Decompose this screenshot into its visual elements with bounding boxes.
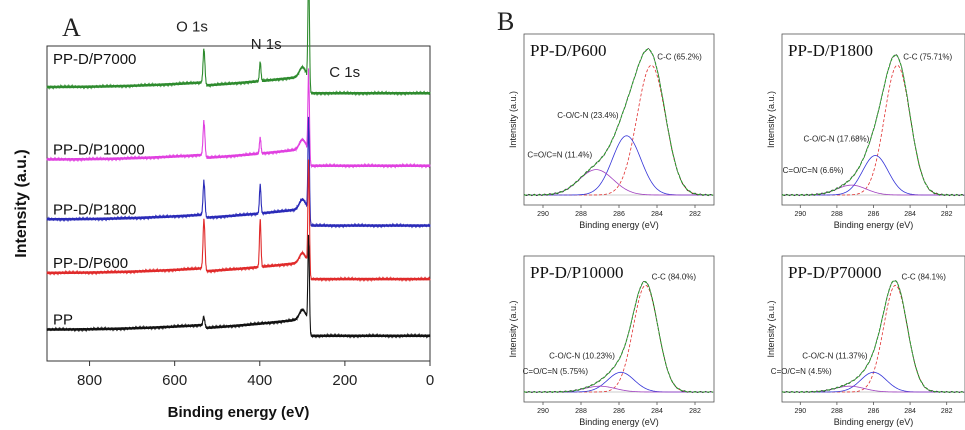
survey-label-pp: PP [53,312,73,329]
survey-label-pp-d-p1800: PP-D/P1800 [53,201,136,218]
c1s-x-tick-label-286: 286 [868,211,880,218]
c1s-x-axis-title: Binding energy (eV) [579,220,659,230]
c1s-chart-pp-d-p1800: PP-D/P1800 290 288 286 284 282 Binding energy … [766,33,965,230]
c1s-envelope-line [524,280,714,393]
c1s-component-c-o-c-n-11-4 [524,169,714,196]
c1s-label-c-o-c-n-4-5: C=O/C=N (4.5%) [771,367,832,376]
c1s-x-tick-label-284: 284 [651,211,663,218]
c1s-x-axis-title: Binding energy (eV) [834,417,914,427]
c1s-y-axis-title: Intensity (a.u.) [508,300,518,357]
c1s-y-axis-title: Intensity (a.u.) [766,300,776,357]
c1s-label-c-o-c-n-17-68: C-O/C-N (17.68%) [804,135,870,144]
c1s-label-c-o-c-n-5-75: C=O/C=N (5.75%) [523,367,589,376]
c1s-label-c-c-65-2: C-C (65.2%) [657,52,702,61]
survey-x-tick-label-200: 200 [332,372,357,389]
survey-line-pp-d-p7000 [46,0,431,97]
survey-line-pp-d-p10000 [46,68,431,169]
survey-annotation-o1s: O 1s [176,18,208,35]
c1s-x-axis-title: Binding energy (eV) [579,417,659,427]
c1s-chart-pp-d-p70000: PP-D/P70000 290 288 286 284 282 Binding energy… [766,255,965,427]
survey-x-tick-label-0: 0 [426,372,434,389]
survey-y-axis-title: Intensity (a.u.) [13,149,30,257]
survey-annotation-c1s: C 1s [329,64,360,81]
c1s-x-tick-label-288: 288 [831,211,843,218]
c1s-envelope-line [782,54,965,196]
c1s-label-c-o-c-n-11-4: C=O/C=N (11.4%) [527,151,592,160]
c1s-x-tick-label-282: 282 [941,408,953,415]
c1s-chart-pp-d-p600: PP-D/P600 290 288 286 284 282 Binding energy (… [508,33,715,230]
c1s-component-c-c-65-2 [524,64,714,196]
panel-a-letter: A [62,13,81,42]
c1s-deconvolution-charts: PP-D/P600 290 288 286 284 282 Binding energy (… [508,33,965,427]
c1s-x-tick-label-290: 290 [794,211,806,218]
c1s-x-tick-label-282: 282 [689,408,701,415]
c1s-x-tick-label-284: 284 [651,408,663,415]
survey-line-pp [46,234,431,339]
c1s-x-tick-label-282: 282 [689,211,701,218]
c1s-label-c-o-c-n-11-37: C-O/C-N (11.37%) [802,351,868,360]
c1s-label-c-o-c-n-6-6: C=O/C=N (6.6%) [783,166,844,175]
c1s-title-pp-d-p1800: PP-D/P1800 [788,41,873,60]
c1s-label-c-o-c-n-23-4: C-O/C-N (23.4%) [557,111,619,120]
survey-line-pp-d-p600 [46,159,431,283]
c1s-x-tick-label-290: 290 [794,408,806,415]
c1s-chart-pp-d-p10000: PP-D/P10000 290 288 286 284 282 Binding energy… [508,255,715,427]
c1s-x-tick-label-282: 282 [941,211,953,218]
survey-line-pp-d-p1800 [46,116,431,229]
c1s-x-tick-label-284: 284 [904,211,916,218]
survey-label-pp-d-p600: PP-D/P600 [53,255,128,272]
c1s-title-pp-d-p10000: PP-D/P10000 [530,263,624,282]
c1s-component-c-o-c-n-6-6 [782,184,965,196]
c1s-x-tick-label-288: 288 [575,211,587,218]
c1s-x-tick-label-290: 290 [537,408,549,415]
survey-x-tick-label-600: 600 [162,372,187,389]
c1s-envelope-line [782,279,965,393]
c1s-label-c-o-c-n-10-23: C-O/C-N (10.23%) [549,351,615,360]
c1s-x-tick-label-286: 286 [613,408,625,415]
survey-x-tick-label-400: 400 [247,372,272,389]
c1s-y-axis-title: Intensity (a.u.) [508,91,518,148]
c1s-x-tick-label-288: 288 [831,408,843,415]
c1s-label-c-c-84-1: C-C (84.1%) [901,272,946,281]
c1s-x-tick-label-288: 288 [575,408,587,415]
survey-label-pp-d-p7000: PP-D/P7000 [53,51,136,68]
c1s-title-pp-d-p70000: PP-D/P70000 [788,263,882,282]
survey-plot-frame [46,45,431,362]
c1s-x-tick-label-286: 286 [868,408,880,415]
survey-label-pp-d-p10000: PP-D/P10000 [53,142,145,159]
c1s-title-pp-d-p600: PP-D/P600 [530,41,607,60]
c1s-label-c-c-75-71: C-C (75.71%) [903,52,952,61]
c1s-measured-line [523,48,714,197]
c1s-y-axis-title: Intensity (a.u.) [766,91,776,148]
c1s-x-tick-label-286: 286 [613,211,625,218]
panel-b-letter: B [497,7,514,36]
survey-x-axis-title: Binding energy (eV) [168,404,310,421]
survey-spectra-chart: 800 600 400 200 0 Binding energy (eV) Intensit… [13,0,434,421]
c1s-label-c-c-84-0: C-C (84.0%) [652,272,697,281]
c1s-x-tick-label-284: 284 [904,408,916,415]
c1s-envelope-line [524,48,714,196]
c1s-x-tick-label-290: 290 [537,211,549,218]
c1s-x-axis-title: Binding energy (eV) [834,220,914,230]
survey-x-tick-label-800: 800 [77,372,102,389]
c1s-component-c-o-c-n-17-68 [782,155,965,196]
survey-annotation-n1s: N 1s [251,36,282,53]
